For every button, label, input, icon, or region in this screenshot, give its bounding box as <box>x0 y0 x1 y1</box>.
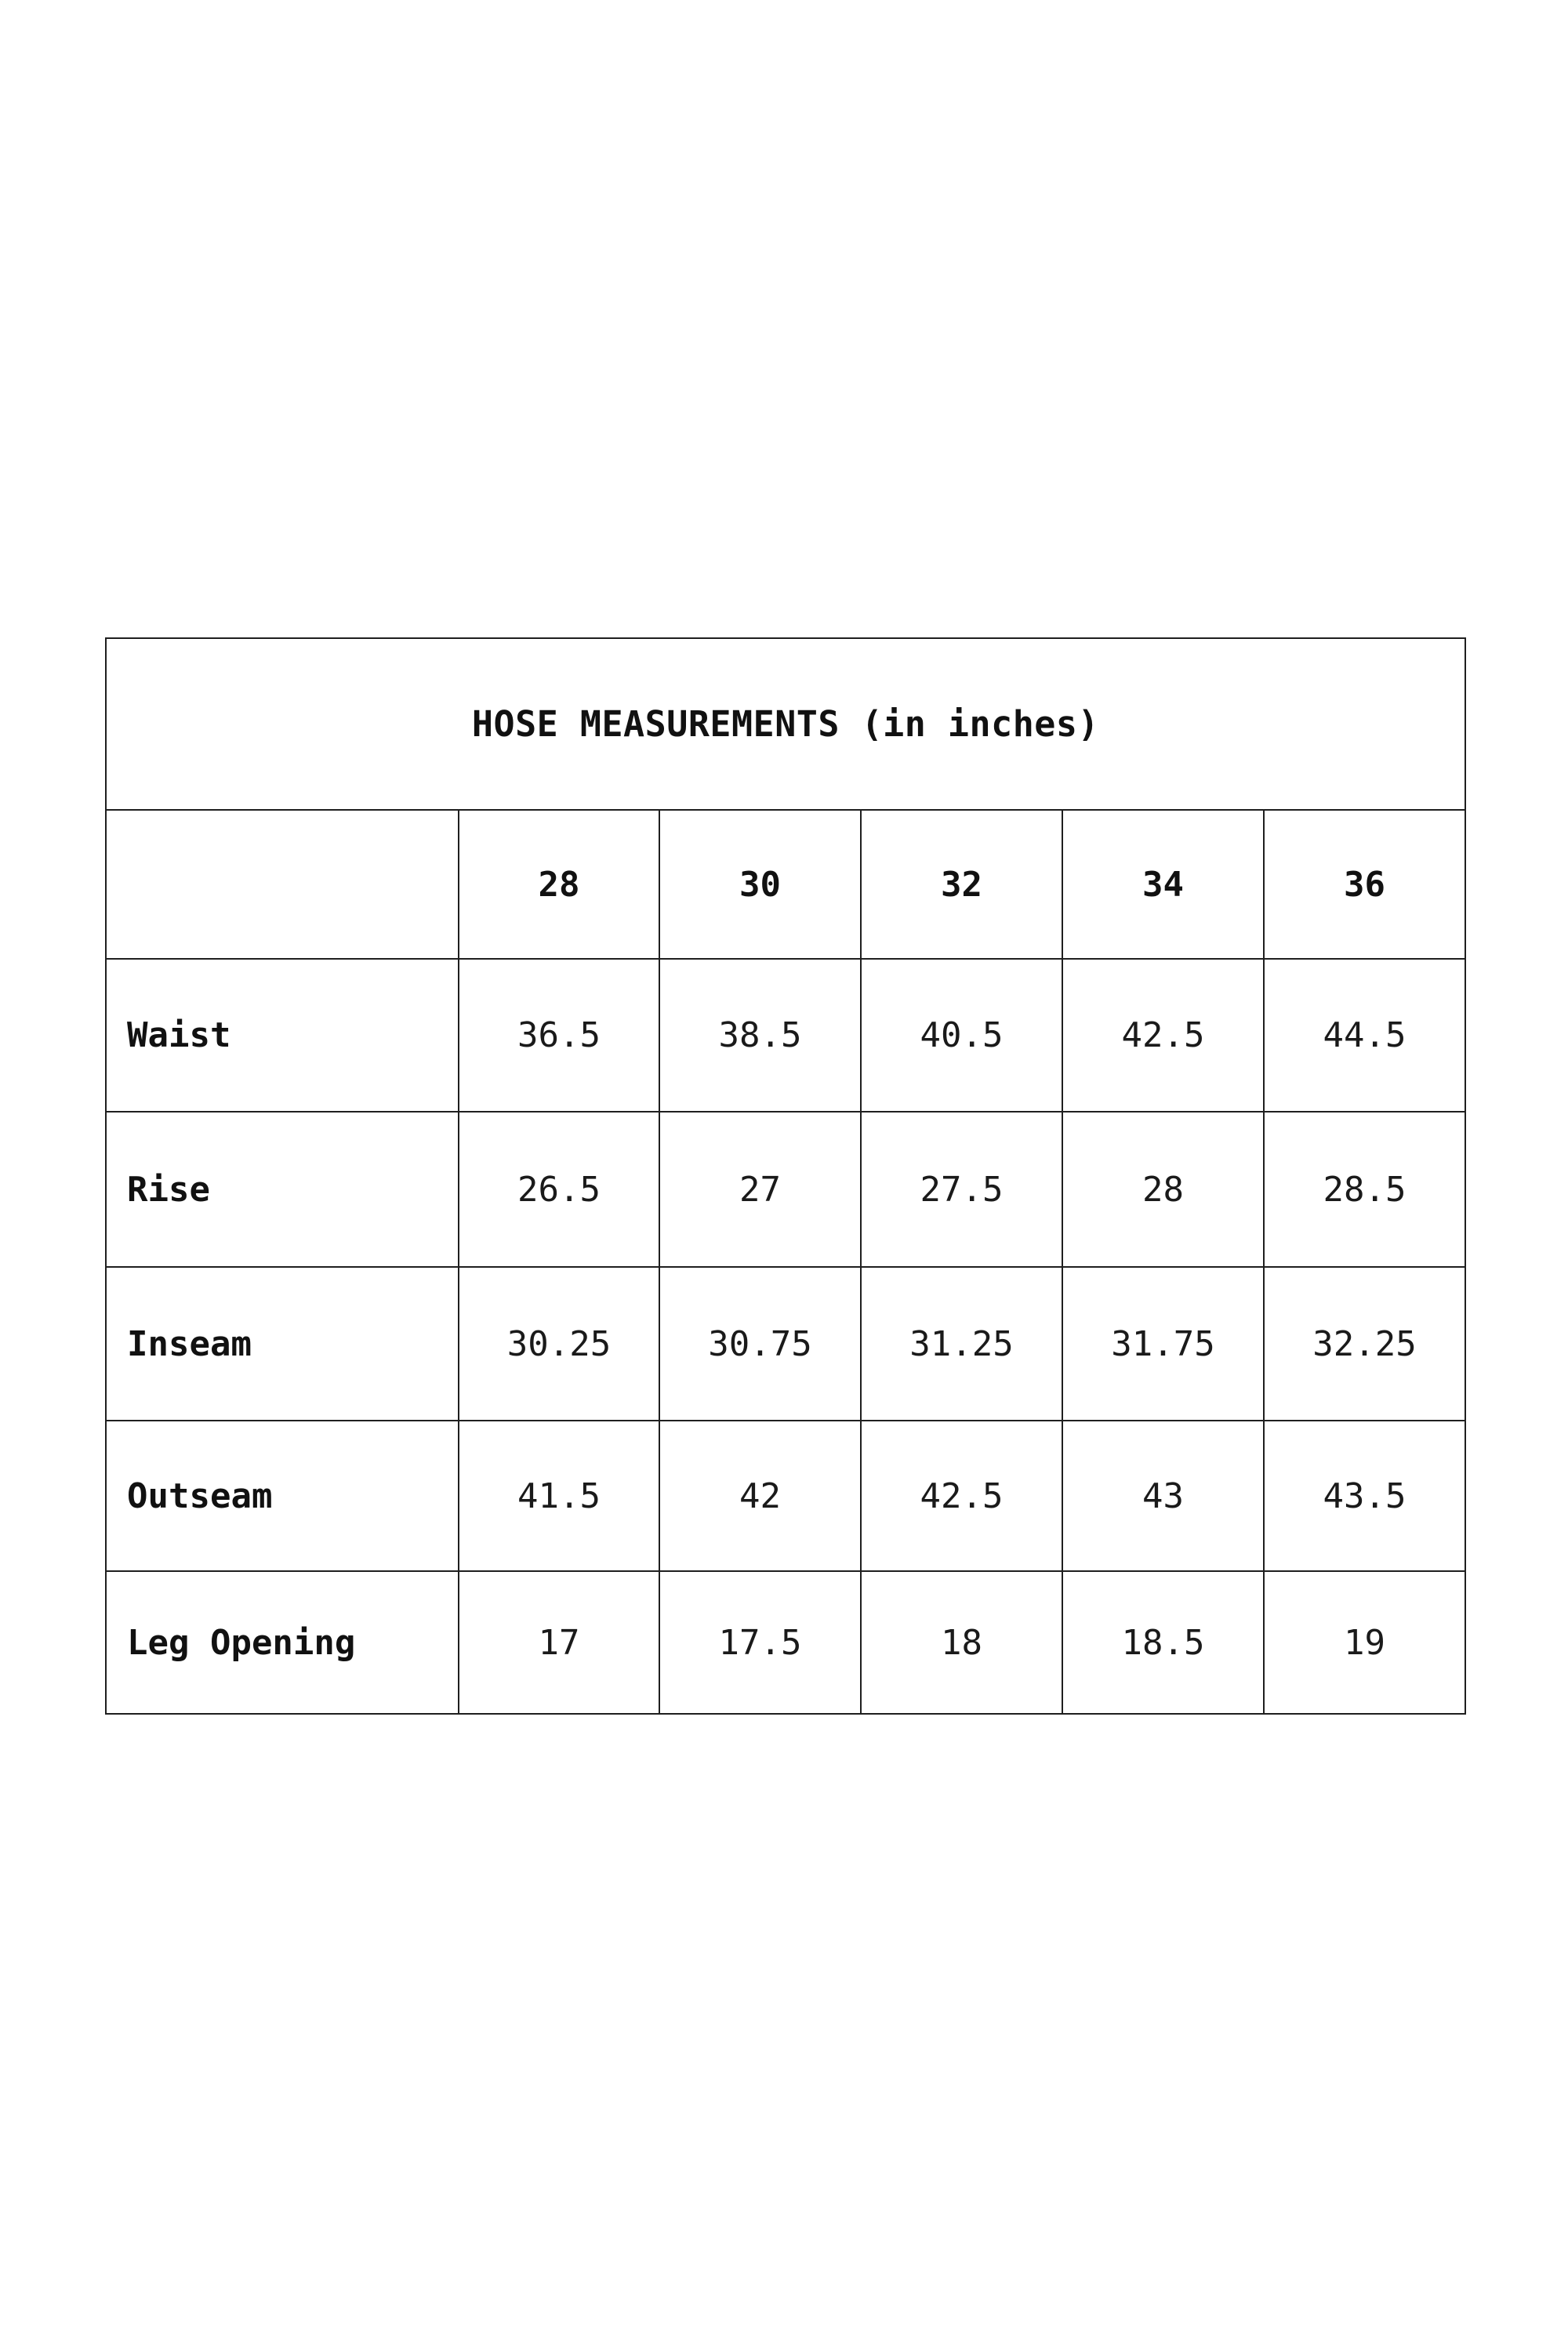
measurement-cell: 26.5 <box>458 1111 660 1268</box>
measurement-cell: 42.5 <box>1062 958 1265 1112</box>
row-label-outseam: Outseam <box>105 1420 459 1572</box>
measurement-cell: 43 <box>1062 1420 1265 1572</box>
measurement-cell: 36.5 <box>458 958 660 1112</box>
measurement-cell: 42 <box>659 1420 862 1572</box>
measurement-cell: 28.5 <box>1263 1111 1466 1268</box>
table-row-inseam: Inseam 30.25 30.75 31.25 31.75 32.25 <box>105 1266 1466 1421</box>
row-label-waist: Waist <box>105 958 459 1112</box>
size-column-header-34: 34 <box>1062 809 1265 960</box>
measurement-cell: 28 <box>1062 1111 1265 1268</box>
table-title-row: HOSE MEASUREMENTS (in inches) <box>105 637 1466 811</box>
table-row-waist: Waist 36.5 38.5 40.5 42.5 44.5 <box>105 958 1466 1112</box>
measurement-cell: 27.5 <box>860 1111 1063 1268</box>
measurement-cell: 44.5 <box>1263 958 1466 1112</box>
measurement-cell: 41.5 <box>458 1420 660 1572</box>
row-label-inseam: Inseam <box>105 1266 459 1421</box>
size-column-header-30: 30 <box>659 809 862 960</box>
row-label-rise: Rise <box>105 1111 459 1268</box>
measurement-cell: 30.75 <box>659 1266 862 1421</box>
measurement-cell: 19 <box>1263 1570 1466 1715</box>
size-column-header-28: 28 <box>458 809 660 960</box>
size-header-row: 28 30 32 34 36 <box>105 809 1466 960</box>
row-label-leg-opening: Leg Opening <box>105 1570 459 1715</box>
measurement-cell: 17 <box>458 1570 660 1715</box>
table-row-rise: Rise 26.5 27 27.5 28 28.5 <box>105 1111 1466 1268</box>
measurement-cell: 18 <box>860 1570 1063 1715</box>
measurement-cell: 17.5 <box>659 1570 862 1715</box>
measurement-cell: 31.75 <box>1062 1266 1265 1421</box>
table-row-outseam: Outseam 41.5 42 42.5 43 43.5 <box>105 1420 1466 1572</box>
measurement-cell: 42.5 <box>860 1420 1063 1572</box>
measurement-cell: 43.5 <box>1263 1420 1466 1572</box>
measurement-cell: 30.25 <box>458 1266 660 1421</box>
measurement-cell: 31.25 <box>860 1266 1063 1421</box>
measurement-cell: 38.5 <box>659 958 862 1112</box>
measurement-cell: 27 <box>659 1111 862 1268</box>
measurement-cell: 18.5 <box>1062 1570 1265 1715</box>
size-column-header-32: 32 <box>860 809 1063 960</box>
size-column-header-36: 36 <box>1263 809 1466 960</box>
corner-cell <box>105 809 459 960</box>
measurements-table: HOSE MEASUREMENTS (in inches) 28 30 32 3… <box>105 637 1466 1715</box>
measurement-cell: 32.25 <box>1263 1266 1466 1421</box>
measurement-cell: 40.5 <box>860 958 1063 1112</box>
table-title: HOSE MEASUREMENTS (in inches) <box>105 637 1466 811</box>
table-row-leg-opening: Leg Opening 17 17.5 18 18.5 19 <box>105 1570 1466 1715</box>
